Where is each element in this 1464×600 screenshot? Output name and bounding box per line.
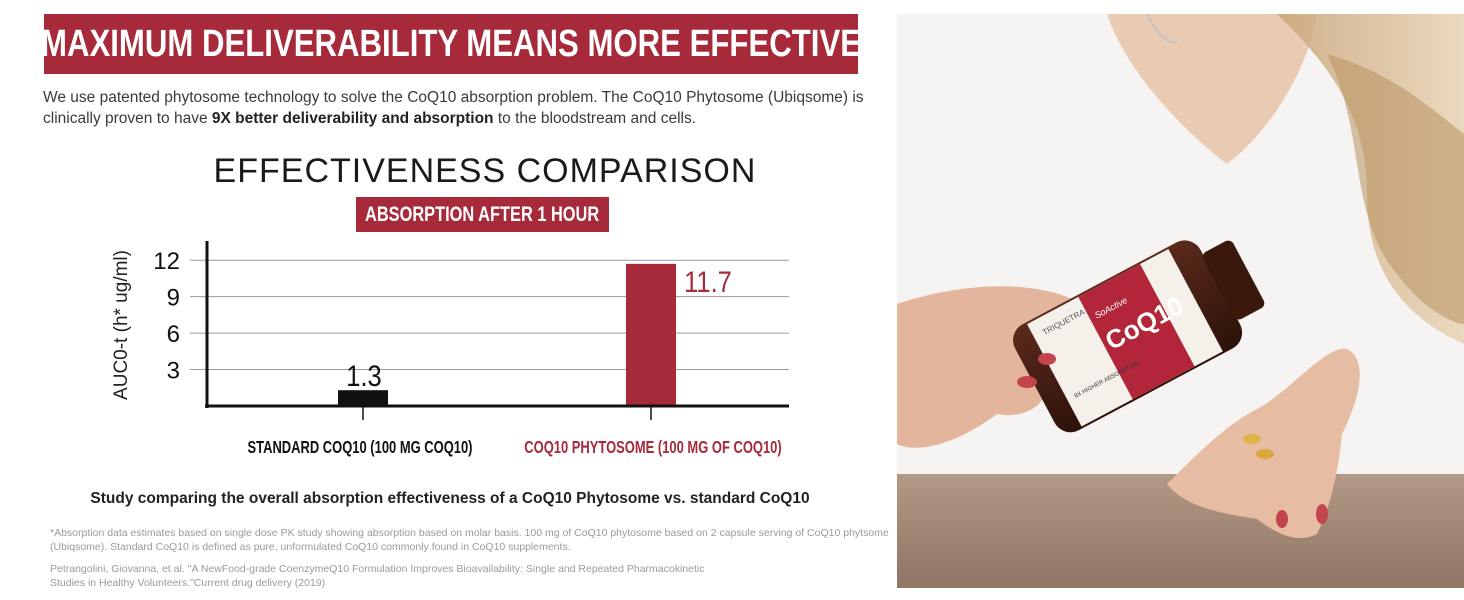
right-hand-shape <box>1167 348 1360 539</box>
bottle-group: TRIQUETRA SoActive CoQ10 8X HIGHER ABSOR… <box>1013 240 1265 433</box>
chart-subtitle-badge: ABSORPTION AFTER 1 HOUR <box>356 197 609 232</box>
bar-chart: 3 6 9 12 1.3 11.7 STANDARD COQ10 (100 MG COQ… <box>111 241 789 458</box>
axes <box>205 241 789 408</box>
capsule-1 <box>1243 434 1261 444</box>
category-label: STANDARD COQ10 (100 MG COQ10) <box>248 438 473 458</box>
value-labels: 1.3 11.7 <box>346 265 732 393</box>
category-label: COQ10 PHYTOSOME (100 MG OF COQ10) <box>524 438 781 458</box>
y-axis-label: AUC0-t (h* ug/ml) <box>111 250 132 400</box>
nail-right-2 <box>1276 510 1288 528</box>
capsule-2 <box>1256 449 1274 459</box>
bars <box>338 263 676 420</box>
gridlines <box>190 259 789 371</box>
intro-highlight: 9X better deliverability and absorption <box>211 110 494 127</box>
nail-right-1 <box>1316 504 1328 524</box>
y-tick-label: 3 <box>167 358 180 385</box>
y-tick-label: 6 <box>167 321 180 348</box>
bar-phytosome <box>626 263 676 406</box>
necklace-shape <box>1146 14 1178 44</box>
chart-title: EFFECTIVENESS COMPARISON <box>213 152 757 190</box>
headline-text: MAXIMUM DELIVERABILITY MEANS MORE EFFECT… <box>41 22 862 65</box>
hair-strand-shape <box>1327 54 1464 324</box>
nail-left-1 <box>1017 376 1037 388</box>
chart-caption: Study comparing the overall absorption e… <box>90 490 810 507</box>
intro-paragraph: We use patented phytosome technology to … <box>43 87 873 129</box>
product-photo-illustration: TRIQUETRA SoActive CoQ10 8X HIGHER ABSOR… <box>897 14 1464 588</box>
value-label: 11.7 <box>684 265 732 298</box>
headline-banner: MAXIMUM DELIVERABILITY MEANS MORE EFFECT… <box>41 14 862 74</box>
bottle-neck <box>1202 240 1265 320</box>
product-photo: TRIQUETRA SoActive CoQ10 8X HIGHER ABSOR… <box>897 14 1464 588</box>
category-labels: STANDARD COQ10 (100 MG COQ10) COQ10 PHYTO… <box>248 438 782 458</box>
chart-subtitle: ABSORPTION AFTER 1 HOUR <box>365 202 600 226</box>
intro-text-before: We use patented phytosome technology to … <box>43 89 864 127</box>
nail-left-2 <box>1038 353 1056 365</box>
y-ticks: 3 6 9 12 <box>153 248 180 384</box>
neck-shape <box>1107 14 1317 164</box>
y-tick-label: 12 <box>153 248 180 275</box>
y-tick-label: 9 <box>167 285 180 312</box>
footnote-methodology: *Absorption data estimates based on sing… <box>50 527 889 553</box>
intro-text-after: to the bloodstream and cells. <box>493 110 697 127</box>
bottle-label-band <box>1078 264 1195 400</box>
bar-standard <box>338 390 388 406</box>
value-label: 1.3 <box>346 359 381 392</box>
footnote-citation: Petrangolini, Giovanna, et al. "A NewFoo… <box>50 563 705 589</box>
